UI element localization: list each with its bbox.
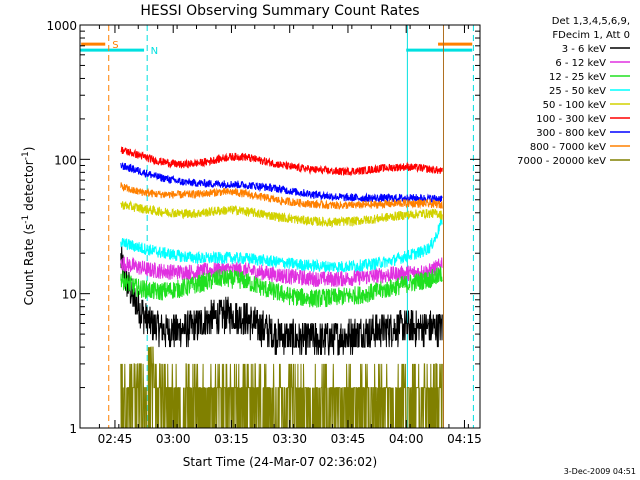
- x-tick-label: 03:30: [272, 432, 307, 446]
- x-tick-label: 04:00: [389, 432, 424, 446]
- series-line: [120, 146, 443, 177]
- legend: Det 1,3,4,5,6,9, FDecim 1, Att 0 3 - 6 keV…: [517, 16, 630, 167]
- footer-timestamp: 3-Dec-2009 04:51: [564, 467, 636, 476]
- legend-entry-label: 3 - 6 keV: [562, 44, 606, 55]
- series-line: [120, 266, 443, 308]
- x-axis: 02:45 03:00 03:15 03:30 03:45 04:00 04:15: [79, 25, 482, 446]
- series-50-100kev: [120, 200, 443, 228]
- series-12-25kev: [120, 266, 443, 308]
- y-axis: 1 10 100 1000: [46, 19, 480, 436]
- series-line: [120, 182, 443, 210]
- series-group: [120, 146, 443, 428]
- legend-header-line: Det 1,3,4,5,6,9,: [552, 16, 630, 27]
- night-flag-label: N: [151, 46, 158, 57]
- legend-entry-label: 25 - 50 keV: [549, 86, 606, 97]
- legend-entry-label: 12 - 25 keV: [549, 72, 606, 83]
- series-25-50kev: [120, 215, 443, 273]
- plot-frame: [79, 24, 481, 429]
- legend-entry-label: 6 - 12 keV: [555, 58, 606, 69]
- series-300-800kev: [120, 162, 443, 204]
- legend-entry-label: 100 - 300 keV: [536, 114, 606, 125]
- y-tick-label: 1000: [46, 19, 77, 33]
- x-tick-label: 02:45: [98, 432, 133, 446]
- y-tick-label: 100: [54, 153, 77, 167]
- x-tick-label: 03:15: [214, 432, 249, 446]
- y-tick-label: 1: [69, 422, 77, 436]
- series-line: [120, 346, 443, 428]
- series-line: [120, 246, 443, 356]
- saa-flag-label: S: [112, 40, 118, 51]
- chart-title: HESSI Observing Summary Count Rates: [140, 3, 419, 19]
- legend-header-line: FDecim 1, Att 0: [552, 30, 630, 41]
- legend-entry-label: 300 - 800 keV: [536, 128, 606, 139]
- x-tick-label: 04:15: [447, 432, 482, 446]
- series-6-12kev: [120, 256, 443, 288]
- series-line: [120, 200, 443, 228]
- series-line: [120, 162, 443, 204]
- observing-flags: SN: [80, 40, 473, 57]
- legend-entry-label: 50 - 100 keV: [543, 100, 607, 111]
- legend-entry-label: 800 - 7000 keV: [530, 142, 606, 153]
- series-line: [120, 215, 443, 273]
- series-800-7000kev: [120, 182, 443, 210]
- y-tick-label: 10: [62, 288, 77, 302]
- legend-entry-label: 7000 - 20000 keV: [517, 156, 606, 167]
- x-axis-label: Start Time (24-Mar-07 02:36:02): [183, 455, 377, 469]
- vertical-markers: [108, 25, 474, 428]
- series-line: [120, 256, 443, 288]
- y-axis-label: Count Rate (s-1 detector-1): [21, 147, 36, 306]
- x-tick-label: 03:45: [331, 432, 366, 446]
- x-tick-label: 03:00: [156, 432, 191, 446]
- series-7000-20000kev: [120, 346, 443, 428]
- series-100-300kev: [120, 146, 443, 177]
- series-3-6kev: [120, 246, 443, 356]
